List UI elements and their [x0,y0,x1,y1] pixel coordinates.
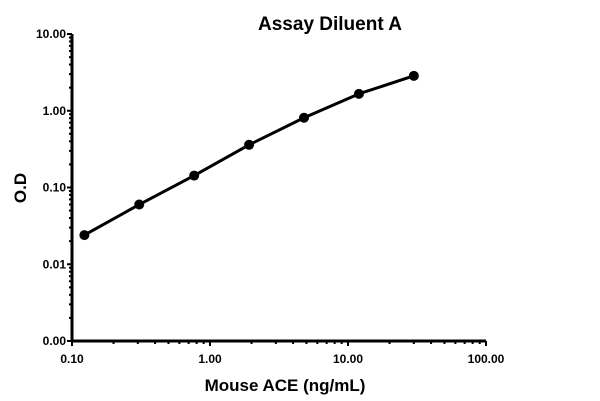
y-tick-label: 0.01 [43,257,67,271]
x-tick-label: 100.00 [468,352,505,366]
y-tick-label: 0.00 [43,334,67,348]
data-point [353,88,364,99]
data-point [299,112,310,123]
x-tick-label: 1.00 [198,352,222,366]
x-tick-label: 0.10 [60,352,84,366]
y-tick-label: 1.00 [43,104,67,118]
data-point [134,199,145,210]
axes [67,33,487,346]
data-point [244,139,255,150]
data-point [189,170,200,181]
data-point [408,70,419,81]
plot-area [79,70,419,241]
y-tick-label: 10.00 [36,27,66,41]
tick-labels: 0.10 1.00 10.00 100.00 0.00 0.01 0.10 1.00 10.00 [36,27,505,366]
series-line [83,74,415,237]
y-tick-label: 0.10 [43,181,67,195]
x-axis-label: Mouse ACE (ng/mL) [205,376,366,395]
chart-title: Assay Diluent A [258,14,402,35]
y-axis-label: O.D [11,173,30,203]
data-point [79,230,90,241]
x-tick-label: 10.00 [333,352,363,366]
